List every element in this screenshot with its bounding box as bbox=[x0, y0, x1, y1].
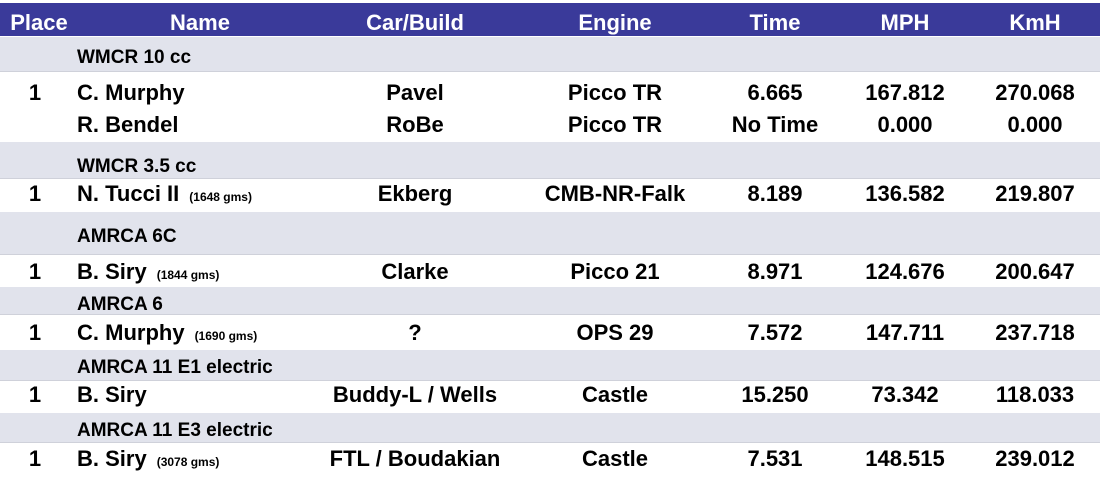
row-divider bbox=[0, 254, 1100, 255]
category-label: AMRCA 11 E1 electric bbox=[77, 357, 273, 378]
mph-cell: 136.582 bbox=[865, 181, 945, 206]
category-band bbox=[0, 350, 1100, 380]
category-band bbox=[0, 287, 1100, 314]
time-cell: 8.189 bbox=[747, 181, 803, 206]
mph-cell: 73.342 bbox=[871, 382, 939, 407]
weight-note: (1844 gms) bbox=[156, 268, 220, 282]
name-cell: B. Siry (1844 gms) bbox=[77, 259, 219, 285]
engine-cell: Picco TR bbox=[567, 80, 663, 105]
kmh-cell: 118.033 bbox=[995, 382, 1075, 407]
place-cell: 1 bbox=[28, 382, 42, 407]
place-cell: 1 bbox=[28, 320, 42, 345]
category-label: AMRCA 6 bbox=[77, 294, 163, 315]
engine-cell: CMB-NR-Falk bbox=[544, 181, 686, 206]
car-cell: Buddy-L / Wells bbox=[332, 382, 498, 407]
category-band bbox=[0, 212, 1100, 254]
engine-cell: Picco 21 bbox=[570, 259, 660, 284]
category-band bbox=[0, 37, 1100, 71]
mph-cell: 147.711 bbox=[865, 320, 945, 345]
driver-name: C. Murphy bbox=[77, 320, 185, 345]
weight-note: (1648 gms) bbox=[189, 190, 252, 204]
engine-cell: Castle bbox=[581, 382, 649, 407]
name-cell: N. Tucci II (1648 gms) bbox=[77, 181, 252, 207]
category-label: WMCR 10 cc bbox=[77, 47, 192, 68]
category-label: AMRCA 6C bbox=[77, 226, 177, 247]
category-band bbox=[0, 413, 1100, 442]
row-divider bbox=[0, 442, 1100, 443]
driver-name: R. Bendel bbox=[77, 112, 179, 137]
place-cell: 1 bbox=[28, 181, 42, 206]
kmh-cell: 239.012 bbox=[995, 446, 1075, 471]
name-cell: B. Siry (3078 gms) bbox=[77, 446, 219, 472]
car-cell: Pavel bbox=[386, 80, 444, 105]
driver-name: B. Siry bbox=[77, 382, 147, 407]
name-cell: C. Murphy bbox=[77, 80, 185, 106]
driver-name: C. Murphy bbox=[77, 80, 185, 105]
driver-name: B. Siry bbox=[77, 259, 147, 284]
row-divider bbox=[0, 380, 1100, 381]
name-cell: R. Bendel bbox=[77, 112, 178, 138]
kmh-cell: 200.647 bbox=[995, 259, 1075, 284]
time-cell: 7.572 bbox=[747, 320, 803, 345]
car-cell: ? bbox=[408, 320, 422, 345]
engine-cell: Castle bbox=[581, 446, 649, 471]
row-divider bbox=[0, 314, 1100, 315]
kmh-cell: 0.000 bbox=[1007, 112, 1063, 137]
header-name: Name bbox=[170, 10, 230, 35]
place-cell: 1 bbox=[28, 259, 42, 284]
table-header: Place Name Car/Build Engine Time MPH KmH bbox=[0, 3, 1100, 36]
mph-cell: 148.515 bbox=[865, 446, 945, 471]
engine-cell: Picco TR bbox=[567, 112, 663, 137]
category-label: WMCR 3.5 cc bbox=[77, 156, 197, 177]
car-cell: RoBe bbox=[386, 112, 444, 137]
driver-name: B. Siry bbox=[77, 446, 147, 471]
row-divider bbox=[0, 178, 1100, 179]
header-time: Time bbox=[749, 10, 801, 35]
header-place: Place bbox=[10, 10, 68, 35]
place-cell: 1 bbox=[28, 446, 42, 471]
car-cell: Ekberg bbox=[377, 181, 453, 206]
mph-cell: 124.676 bbox=[865, 259, 945, 284]
name-cell: C. Murphy (1690 gms) bbox=[77, 320, 257, 346]
engine-cell: OPS 29 bbox=[576, 320, 654, 345]
header-engine: Engine bbox=[578, 10, 652, 35]
name-cell: B. Siry bbox=[77, 382, 147, 408]
header-kmh: KmH bbox=[1009, 10, 1061, 35]
kmh-cell: 270.068 bbox=[995, 80, 1075, 105]
kmh-cell: 219.807 bbox=[995, 181, 1075, 206]
mph-cell: 0.000 bbox=[877, 112, 933, 137]
driver-name: N. Tucci II bbox=[77, 181, 180, 206]
category-label: AMRCA 11 E3 electric bbox=[77, 420, 273, 441]
category-band bbox=[0, 142, 1100, 178]
mph-cell: 167.812 bbox=[865, 80, 945, 105]
row-divider bbox=[0, 71, 1100, 72]
time-cell: 15.250 bbox=[741, 382, 809, 407]
time-cell: 6.665 bbox=[747, 80, 803, 105]
place-cell: 1 bbox=[28, 80, 42, 105]
header-mph: MPH bbox=[880, 10, 930, 35]
time-cell: 7.531 bbox=[747, 446, 803, 471]
weight-note: (3078 gms) bbox=[156, 455, 220, 469]
kmh-cell: 237.718 bbox=[995, 320, 1075, 345]
car-cell: Clarke bbox=[381, 259, 449, 284]
car-cell: FTL / Boudakian bbox=[329, 446, 501, 471]
header-car: Car/Build bbox=[366, 10, 464, 35]
time-cell: No Time bbox=[731, 112, 819, 137]
weight-note: (1690 gms) bbox=[194, 329, 258, 343]
time-cell: 8.971 bbox=[747, 259, 803, 284]
